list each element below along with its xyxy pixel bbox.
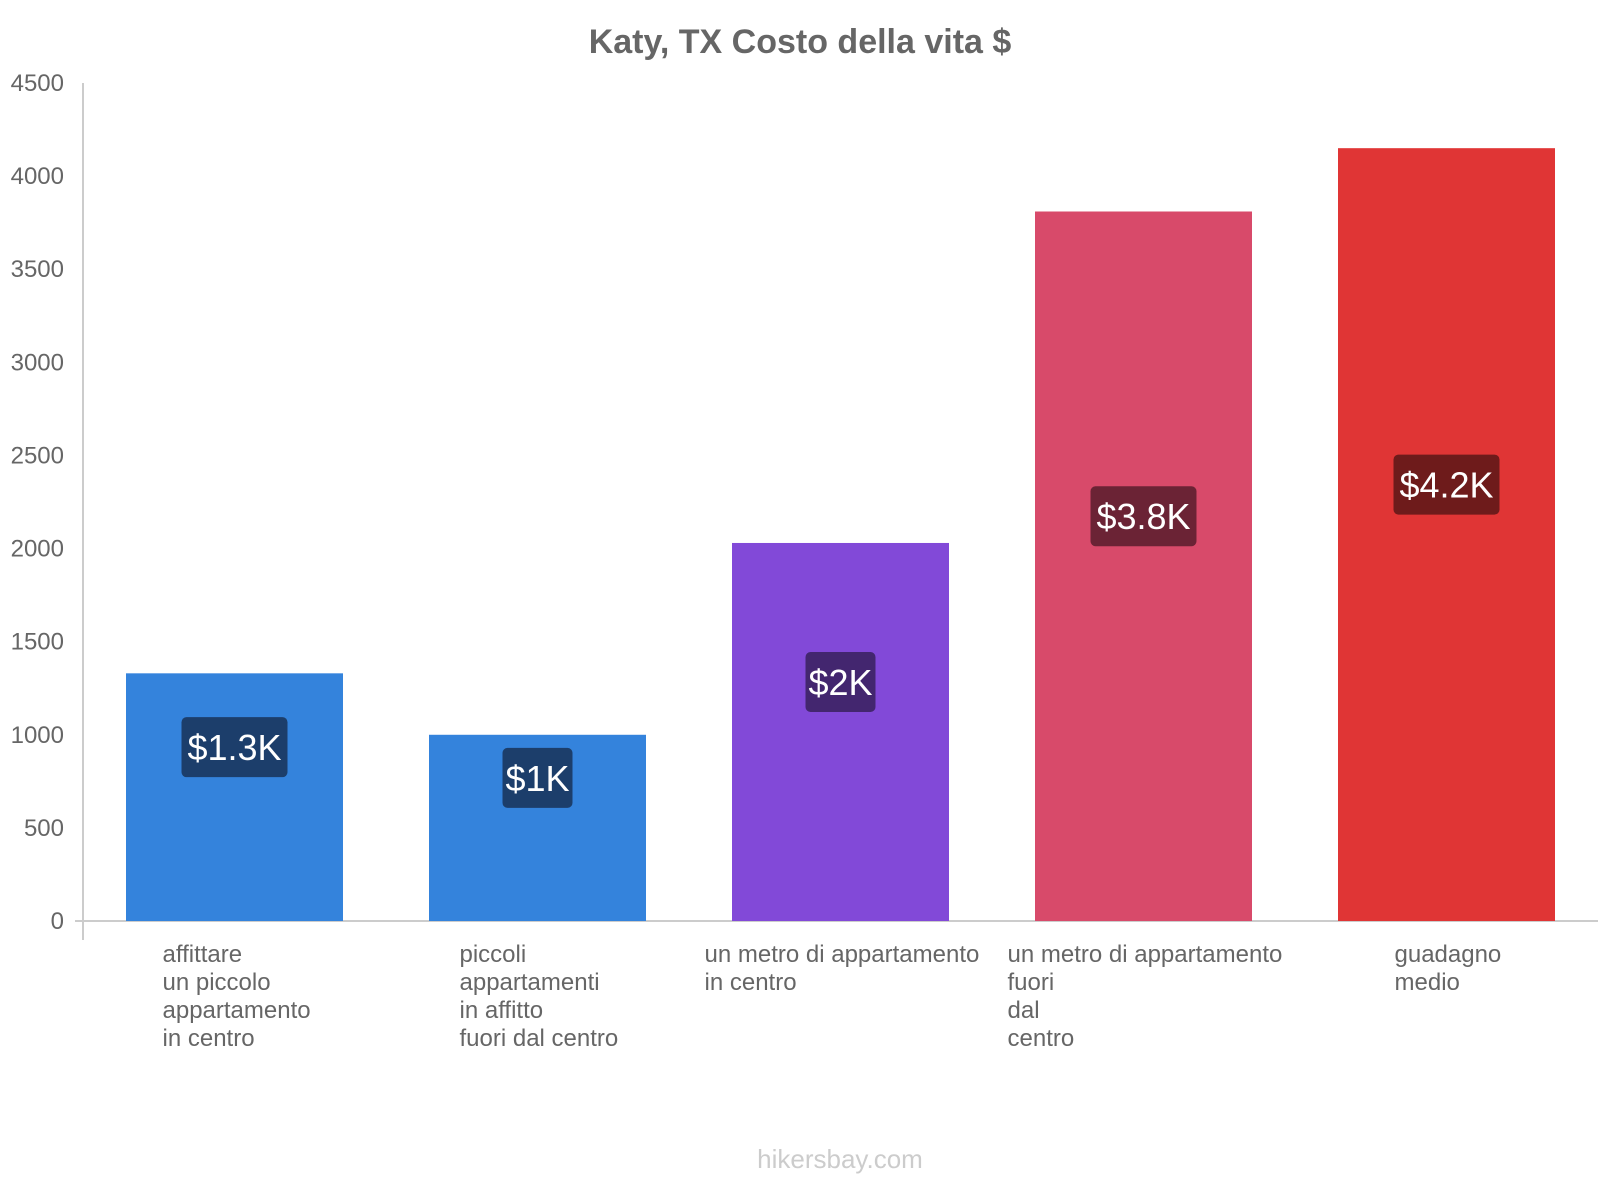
bar xyxy=(1035,211,1252,921)
x-category-label: un metro di appartamento fuori dal centro xyxy=(1008,941,1283,1052)
x-category-label-line: dal xyxy=(1008,997,1040,1024)
y-tick-label: 3000 xyxy=(11,349,64,376)
data-label-background xyxy=(181,717,288,778)
x-category-label: piccoli appartamenti in affitto fuori dal c… xyxy=(460,941,619,1052)
x-category-label-line: affittare xyxy=(163,941,243,968)
x-category-label-line: in centro xyxy=(705,969,797,996)
bar xyxy=(732,542,949,921)
x-category-label-line: medio xyxy=(1395,969,1460,996)
y-tick-label: 4500 xyxy=(11,70,64,97)
y-tick-label: 1500 xyxy=(11,629,64,656)
bar xyxy=(1338,148,1555,921)
y-tick-label: 1000 xyxy=(11,722,64,749)
x-category-label: affittare un piccolo appartamento in centro xyxy=(163,941,311,1052)
data-label-background xyxy=(1090,486,1197,547)
x-axis-labels: affittare un piccolo appartamento in centro… xyxy=(163,941,1502,1052)
bar xyxy=(126,673,343,921)
data-label-background xyxy=(805,651,876,712)
y-tick-label: 0 xyxy=(51,908,64,935)
x-category-label-line: guadagno xyxy=(1395,941,1502,968)
x-category-label: guadagno medio xyxy=(1395,941,1502,996)
y-tick-label: 2500 xyxy=(11,442,64,469)
chart-title: Katy, TX Costo della vita $ xyxy=(589,23,1012,61)
footer-watermark: hikersbay.com xyxy=(757,1144,923,1174)
data-label-background xyxy=(502,747,573,808)
x-category-label-line: un metro di appartamento xyxy=(1008,941,1283,968)
data-label-background xyxy=(1393,454,1500,515)
x-category-label-line: in centro xyxy=(163,1025,255,1052)
x-category-label-line: appartamento xyxy=(163,997,311,1024)
x-category-label-line: piccoli xyxy=(460,941,527,968)
y-tick-label: 4000 xyxy=(11,163,64,190)
data-label: $2K xyxy=(808,662,872,703)
data-label: $3.8K xyxy=(1096,496,1190,537)
x-category-label-line: fuori xyxy=(1008,969,1055,996)
data-label: $1K xyxy=(505,758,569,799)
x-category-label-line: un metro di appartamento xyxy=(705,941,980,968)
bars: $1.3K $1K $2K $3.8K $4.2K xyxy=(126,148,1555,921)
y-tick-label: 3500 xyxy=(11,256,64,283)
y-tick-label: 500 xyxy=(24,815,64,842)
y-tick-label: 2000 xyxy=(11,536,64,563)
x-category-label-line: in affitto xyxy=(460,997,544,1024)
x-category-label-line: fuori dal centro xyxy=(460,1025,619,1052)
x-category-label-line: appartamenti xyxy=(460,969,600,996)
x-category-label: un metro di appartamento in centro xyxy=(705,941,980,996)
data-label: $4.2K xyxy=(1399,465,1493,506)
x-category-label-line: centro xyxy=(1008,1025,1075,1052)
data-label: $1.3K xyxy=(187,727,281,768)
x-category-label-line: un piccolo xyxy=(163,969,271,996)
